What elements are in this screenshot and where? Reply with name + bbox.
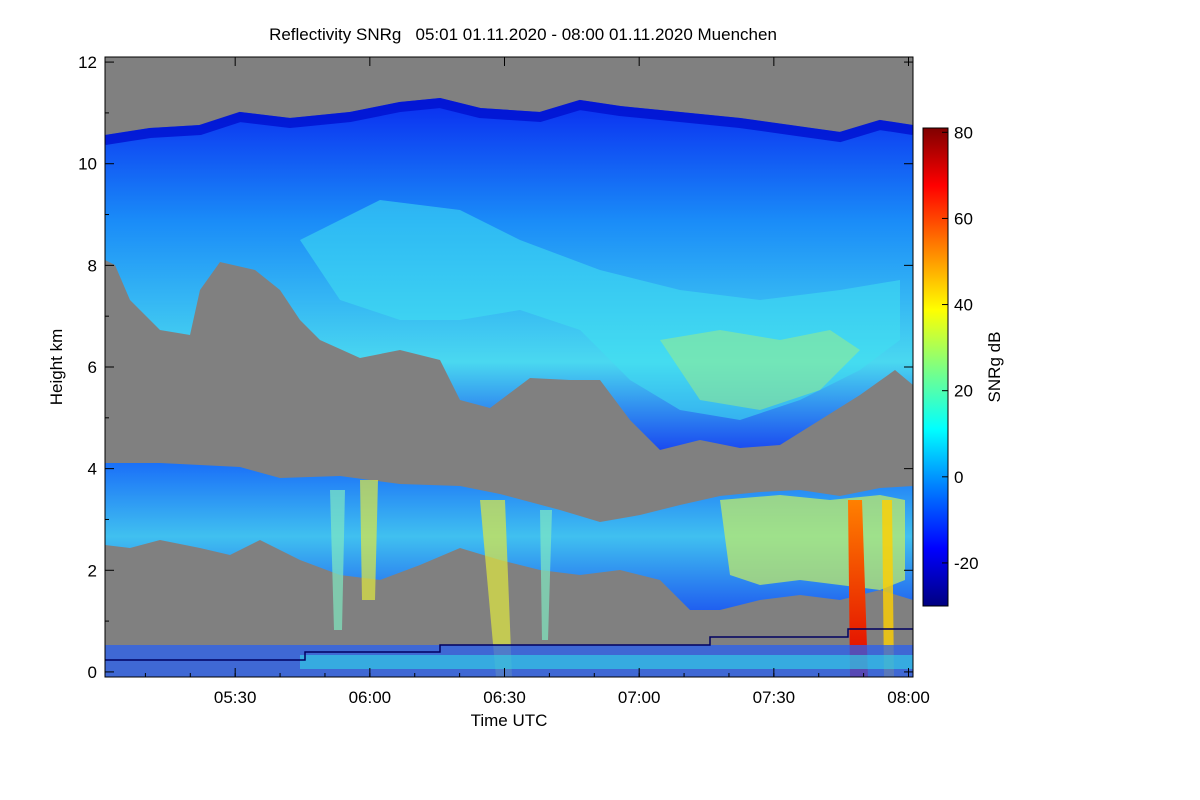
y-tick-label: 4 <box>88 460 97 479</box>
upper-cloud-yellow <box>660 330 860 410</box>
y-tick-label: 0 <box>88 663 97 682</box>
colorbar-tick-label: 0 <box>954 468 963 487</box>
y-tick-label: 2 <box>88 561 97 580</box>
x-tick-label: 08:00 <box>887 688 930 707</box>
colorbar <box>922 127 949 607</box>
colorbar-tick-label: 40 <box>954 296 973 315</box>
y-tick-label: 6 <box>88 358 97 377</box>
ground-clutter-bright <box>300 655 913 669</box>
x-tick-label: 06:30 <box>483 688 526 707</box>
upper-cloud-top-edge <box>105 97 913 145</box>
heatmap-field <box>105 97 913 677</box>
lower-cloud-streak-3 <box>330 490 345 630</box>
x-axis-label: Time UTC <box>471 711 548 730</box>
colorbar-tick-label: 60 <box>954 209 973 228</box>
precipitation-shaft <box>848 500 868 677</box>
colorbar-tick-label: -20 <box>954 554 979 573</box>
x-tick-label: 07:00 <box>618 688 661 707</box>
cloud-base-line <box>105 628 913 661</box>
colorbar-tick-label: 20 <box>954 382 973 401</box>
y-tick-label: 8 <box>88 256 97 275</box>
precipitation-shaft-2 <box>882 500 894 677</box>
colorbar-label: SNRg dB <box>985 332 1004 403</box>
x-tick-label: 07:30 <box>753 688 796 707</box>
y-axis-label: Height km <box>47 329 66 406</box>
lower-cloud-streak-4 <box>540 510 552 640</box>
colorbar-tick-label: 80 <box>954 123 973 142</box>
x-tick-label: 06:00 <box>349 688 392 707</box>
y-tick-label: 12 <box>78 53 97 72</box>
chart-title: Reflectivity SNRg 05:01 01.11.2020 - 08:… <box>269 25 777 44</box>
x-tick-label: 05:30 <box>214 688 257 707</box>
colorbar-axis: -20 0 20 40 60 80 <box>942 123 979 573</box>
y-axis: 0 2 4 6 8 10 12 <box>78 53 913 682</box>
lower-cloud-yellow <box>720 495 905 590</box>
x-axis: 05:30 06:00 06:30 07:00 07:30 08:00 <box>144 57 930 707</box>
lower-cloud-streak-2 <box>480 500 512 677</box>
lower-cloud-layer <box>105 463 913 610</box>
lower-cloud-streak-1 <box>360 480 378 600</box>
y-tick-label: 10 <box>78 155 97 174</box>
